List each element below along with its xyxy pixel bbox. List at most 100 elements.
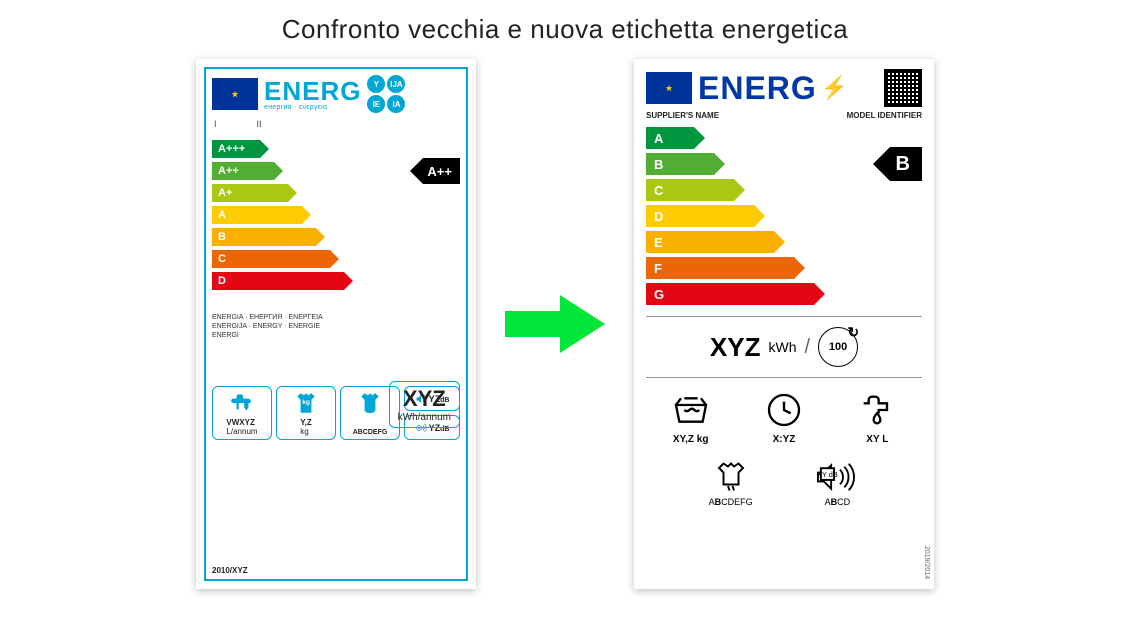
class-label: A++	[218, 165, 239, 177]
class-label: A+++	[218, 143, 245, 155]
scale-row: E	[646, 230, 922, 254]
supplier-name: SUPPLIER'S NAME	[646, 111, 719, 120]
class-label: G	[654, 287, 664, 302]
spin-class-value: ABCDEFG	[709, 497, 753, 507]
class-bar: A	[212, 206, 302, 224]
duration-cell: X:YZ	[739, 390, 828, 445]
old-lang-badges: YIJAIEIA	[367, 75, 405, 113]
svg-text:XY dB: XY dB	[817, 470, 838, 479]
energy-word-line: ENERGIJA · ENERGY · ENERGIE	[212, 322, 460, 331]
class-label: D	[654, 209, 663, 224]
capacity-value: XY,Z kg	[673, 434, 709, 445]
old-efficiency-scale: A+++ A++ A++ A+ ABCD	[212, 139, 460, 291]
new-regulation-ref: 2019/2014	[923, 546, 930, 579]
svg-text:kg: kg	[302, 399, 310, 406]
eu-flag-icon: ⋆	[646, 72, 692, 104]
class-label: B	[218, 231, 226, 243]
water-cell: XY L	[833, 390, 922, 445]
scale-row: D	[646, 204, 922, 228]
class-bar: B	[646, 153, 714, 175]
old-roman-row: I II	[212, 113, 460, 133]
new-kwh-value: XYZ	[710, 332, 761, 363]
spin-class-cell: ABCDEFG	[709, 459, 753, 507]
old-energ-word: ENERG	[264, 78, 361, 104]
tap-drop-icon	[857, 390, 897, 430]
scale-row: A+	[212, 183, 460, 203]
class-bar: A+++	[212, 140, 260, 158]
divider	[646, 316, 922, 317]
model-identifier: MODEL IDENTIFIER	[847, 111, 922, 120]
old-header: ⋆ ENERG енергия · ενεργεια YIJAIEIA	[212, 75, 460, 113]
roman-2: II	[257, 119, 262, 129]
scale-row: F	[646, 256, 922, 280]
noise-class-value: ABCD	[825, 497, 851, 507]
class-label: E	[654, 235, 663, 250]
class-bar: F	[646, 257, 794, 279]
old-capacity-unit: kg	[300, 427, 308, 436]
new-kwh-row: XYZ kWh / 100	[646, 327, 922, 367]
page-title: Confronto vecchia e nuova etichetta ener…	[0, 0, 1130, 45]
old-water-value: VWXYZ	[226, 418, 254, 427]
scale-row: G	[646, 282, 922, 306]
class-bar: A++	[212, 162, 274, 180]
shirt-drip-icon	[709, 459, 753, 495]
new-header: ⋆ ENERG ⚡	[646, 69, 922, 107]
old-water-icon-box: VWXYZL/annum	[212, 386, 272, 440]
new-energ-word: ENERG	[698, 70, 817, 107]
old-energy-label: ⋆ ENERG енергия · ενεργεια YIJAIEIA I II…	[196, 59, 476, 589]
class-bar: C	[646, 179, 734, 201]
old-spin-value: ABCDEFG	[353, 429, 388, 436]
new-efficiency-scale: ABBCDEFG	[646, 126, 922, 306]
old-kwh-unit: kWh/annum	[398, 412, 451, 423]
cycle-count-badge: 100	[818, 327, 858, 367]
scale-row: A	[212, 205, 460, 225]
noise-class-cell: XY dB ABCD	[815, 459, 859, 507]
eu-flag-icon: ⋆	[212, 78, 258, 110]
cycle-count: 100	[829, 341, 847, 353]
class-bar: A+	[212, 184, 288, 202]
class-label: F	[654, 261, 662, 276]
lang-badge: IJA	[387, 75, 405, 93]
bolt-icon: ⚡	[821, 75, 848, 101]
class-label: C	[218, 253, 226, 265]
clock-icon	[764, 390, 804, 430]
old-capacity-icon-box: kg Y,Zkg	[276, 386, 336, 440]
class-bar: B	[212, 228, 316, 246]
new-icons-row1: XY,Z kg X:YZ XY L	[646, 390, 922, 445]
class-bar: G	[646, 283, 814, 305]
lang-badge: Y	[367, 75, 385, 93]
scale-row: C	[646, 178, 922, 202]
duration-value: X:YZ	[773, 434, 796, 445]
old-regulation-ref: 2010/XYZ	[212, 566, 248, 575]
energy-word-line: ENERGI	[212, 331, 460, 340]
scale-row: A+++	[212, 139, 460, 159]
lang-badge: IA	[387, 95, 405, 113]
class-bar: C	[212, 250, 330, 268]
class-label: B	[654, 157, 663, 172]
scale-row: B	[212, 227, 460, 247]
rating-indicator: B	[890, 147, 922, 181]
energy-word-line: ENERGIA · ЕНЕРГИЯ · ΕΝΕΡΓΕΙΑ	[212, 313, 460, 322]
class-label: A	[218, 209, 226, 221]
qr-code-icon	[884, 69, 922, 107]
rating-indicator: A++	[423, 158, 460, 184]
class-label: C	[654, 183, 663, 198]
scale-row: C	[212, 249, 460, 269]
new-energy-label: ⋆ ENERG ⚡ SUPPLIER'S NAME MODEL IDENTIFI…	[634, 59, 934, 589]
capacity-cell: XY,Z kg	[646, 390, 735, 445]
comparison-row: ⋆ ENERG енергия · ενεργεια YIJAIEIA I II…	[0, 59, 1130, 589]
roman-1: I	[214, 119, 217, 129]
speaker-db-icon: XY dB	[815, 459, 859, 495]
class-label: A+	[218, 187, 232, 199]
new-icons-row2: ABCDEFG XY dB ABCD	[646, 459, 922, 507]
shirt-icon: kg	[293, 390, 319, 416]
wet-shirt-icon	[357, 390, 383, 416]
class-label: A	[654, 131, 663, 146]
old-kwh-box: XYZ kWh/annum	[389, 381, 460, 428]
old-kwh-value: XYZ	[398, 386, 451, 412]
water-value: XY L	[866, 434, 888, 445]
old-water-unit: L/annum	[226, 427, 257, 436]
transition-arrow-icon	[500, 289, 610, 359]
class-label: D	[218, 275, 226, 287]
divider	[646, 377, 922, 378]
